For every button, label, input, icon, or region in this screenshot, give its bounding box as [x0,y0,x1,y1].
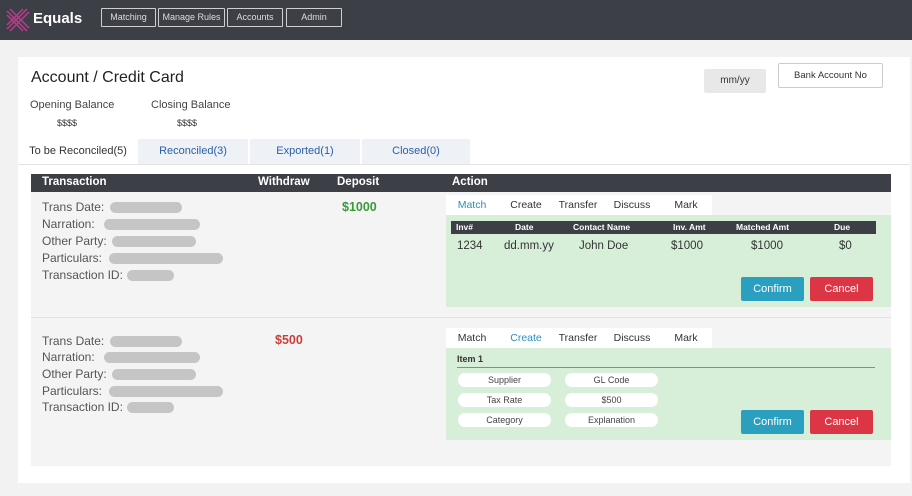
col-inv: Inv# [456,222,474,232]
tab-match[interactable]: Match [457,332,487,344]
opening-balance-label: Opening Balance [30,99,115,111]
trans-date-value [110,336,182,347]
tab-reconciled[interactable]: Reconciled(3) [138,139,248,164]
explanation-field[interactable]: Explanation [565,413,658,427]
match-table-header: Inv# Date Contact Name Inv. Amt Matched … [451,221,876,234]
cancel-button[interactable]: Cancel [810,277,873,301]
top-navbar: Equals Matching Manage Rules Accounts Ad… [0,0,912,40]
particulars-label: Particulars: [42,251,103,265]
date-picker-button[interactable]: mm/yy [704,69,766,93]
col-date: Date [515,222,534,232]
table-header: Transaction Withdraw Deposit Action [31,174,891,192]
cell-inv-amt: $1000 [671,240,703,252]
other-party-label: Other Party: [42,234,107,248]
action-tabs: Match Create Transfer Discuss Mark [446,195,712,215]
header-deposit: Deposit [337,176,380,188]
transaction-id-label: Transaction ID: [42,400,123,414]
header-transaction: Transaction [42,176,107,188]
trans-date-label: Trans Date: [42,334,105,348]
confirm-button[interactable]: Confirm [741,277,804,301]
header-withdraw: Withdraw [258,176,310,188]
supplier-field[interactable]: Supplier [458,373,551,387]
category-field[interactable]: Category [458,413,551,427]
closing-balance-label: Closing Balance [151,99,231,111]
narration-value [104,352,200,363]
tab-closed[interactable]: Closed(0) [362,139,470,164]
nav-manage-rules[interactable]: Manage Rules [158,8,225,27]
item-title: Item 1 [457,354,484,364]
tax-rate-field[interactable]: Tax Rate [458,393,551,407]
narration-label: Narration: [42,217,95,231]
bank-account-button[interactable]: Bank Account No [778,63,883,88]
tab-transfer[interactable]: Transfer [558,332,598,344]
match-panel: Inv# Date Contact Name Inv. Amt Matched … [446,215,891,307]
col-due: Due [834,222,851,232]
closing-balance-value: $$$$ [177,118,198,128]
reconcile-card: Account / Credit Card Opening Balance $$… [18,57,910,483]
tab-discuss[interactable]: Discuss [613,332,651,344]
particulars-value [109,386,223,397]
tab-create[interactable]: Create [510,332,542,344]
action-tabs: Match Create Transfer Discuss Mark [446,328,712,348]
logo-icon [6,8,30,32]
tab-mark[interactable]: Mark [674,332,698,344]
narration-value [104,219,200,230]
transaction-id-label: Transaction ID: [42,268,123,282]
row-divider [31,317,891,318]
header-action: Action [452,176,488,188]
amount-field[interactable]: $500 [565,393,658,407]
deposit-amount: $1000 [342,200,377,214]
nav-matching[interactable]: Matching [101,8,156,27]
trans-date-value [110,202,182,213]
cell-contact-name: John Doe [579,240,629,252]
tab-exported[interactable]: Exported(1) [250,139,360,164]
create-panel: Item 1 Supplier GL Code Tax Rate $500 Ca… [446,348,891,440]
tab-to-be-reconciled[interactable]: To be Reconciled(5) [18,139,138,164]
tab-create[interactable]: Create [510,199,542,211]
gl-code-field[interactable]: GL Code [565,373,658,387]
cell-matched-amt: $1000 [751,240,783,252]
tab-transfer[interactable]: Transfer [558,199,598,211]
transaction-id-value [127,402,174,413]
tabs-divider [18,164,910,165]
col-contact-name: Contact Name [573,222,631,232]
brand-name: Equals [33,10,83,27]
col-matched-amt: Matched Amt [736,222,790,232]
nav-admin[interactable]: Admin [286,8,342,27]
table-row: Trans Date: Narration: Other Party: Part… [31,318,891,466]
other-party-value [112,236,196,247]
particulars-value [109,253,223,264]
withdraw-amount: $500 [275,333,303,347]
cell-due: $0 [839,240,852,252]
confirm-button[interactable]: Confirm [741,410,804,434]
opening-balance-value: $$$$ [57,118,78,128]
cell-date: dd.mm.yy [504,240,554,252]
table-row: Trans Date: Narration: Other Party: Part… [31,192,891,317]
tab-discuss[interactable]: Discuss [613,199,651,211]
other-party-label: Other Party: [42,367,107,381]
tab-mark[interactable]: Mark [674,199,698,211]
transaction-id-value [127,270,174,281]
particulars-label: Particulars: [42,384,103,398]
col-inv-amt: Inv. Amt [673,222,706,232]
cancel-button[interactable]: Cancel [810,410,873,434]
nav-accounts[interactable]: Accounts [227,8,283,27]
item-divider [457,367,875,368]
tab-match[interactable]: Match [457,199,487,211]
page-title: Account / Credit Card [31,69,184,86]
trans-date-label: Trans Date: [42,200,105,214]
cell-inv: 1234 [457,240,483,252]
narration-label: Narration: [42,350,95,364]
other-party-value [112,369,196,380]
